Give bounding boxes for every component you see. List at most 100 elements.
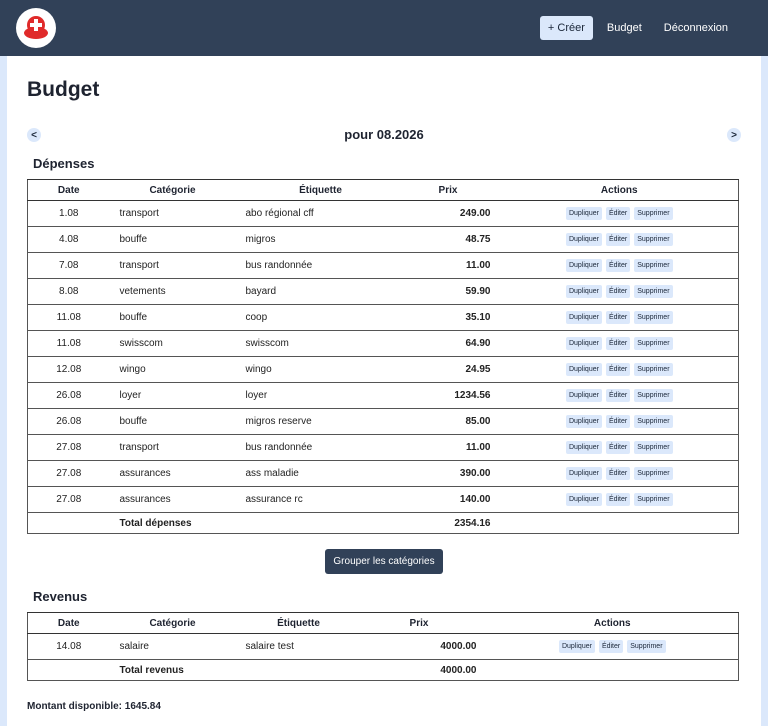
create-button[interactable]: + Créer — [539, 16, 593, 40]
edit-button[interactable]: Éditer — [605, 441, 631, 454]
delete-button[interactable]: Supprimer — [634, 415, 673, 428]
duplicate-button[interactable]: Dupliquer — [565, 207, 602, 220]
cell-price: 140.00 — [405, 486, 501, 513]
delete-button[interactable]: Supprimer — [634, 311, 673, 324]
depenses-heading: Dépenses — [33, 156, 95, 171]
duplicate-button[interactable]: Dupliquer — [565, 233, 602, 246]
col-header-price: Prix — [361, 612, 487, 634]
cell-actions: Dupliquer Éditer Supprimer — [500, 408, 739, 435]
delete-button[interactable]: Supprimer — [634, 389, 673, 402]
cell-category: wingo — [109, 356, 236, 383]
edit-button[interactable]: Éditer — [605, 233, 631, 246]
table-row: 12.08 wingo wingo 24.95 Dupliquer Éditer Suppr… — [27, 356, 739, 383]
month-navigator: < pour 08.2026 > — [27, 124, 741, 146]
delete-button[interactable]: Supprimer — [634, 337, 673, 350]
prev-month-button[interactable]: < — [27, 128, 41, 142]
edit-button[interactable]: Éditer — [605, 493, 631, 506]
edit-button[interactable]: Éditer — [605, 389, 631, 402]
cell-actions: Dupliquer Éditer Supprimer — [500, 252, 739, 279]
cell-category: vetements — [109, 278, 236, 305]
duplicate-button[interactable]: Dupliquer — [565, 259, 602, 272]
cell-price: 11.00 — [405, 252, 501, 279]
cell-label: bayard — [235, 278, 406, 305]
table-row: 8.08 vetements bayard 59.90 Dupliquer Éditer S… — [27, 278, 739, 305]
nav-link-logout[interactable]: Déconnexion — [663, 22, 728, 34]
delete-button[interactable]: Supprimer — [634, 207, 673, 220]
delete-button[interactable]: Supprimer — [634, 233, 673, 246]
cell-category: swisscom — [109, 330, 236, 357]
cell-category: transport — [109, 200, 236, 227]
cell-label: migros reserve — [235, 408, 406, 435]
cell-date: 27.08 — [27, 486, 110, 513]
duplicate-button[interactable]: Dupliquer — [565, 363, 602, 376]
cell-label: ass maladie — [235, 460, 406, 487]
cell-label: wingo — [235, 356, 406, 383]
cell-actions: Dupliquer Éditer Supprimer — [500, 330, 739, 357]
duplicate-button[interactable]: Dupliquer — [565, 467, 602, 480]
delete-button[interactable]: Supprimer — [634, 493, 673, 506]
logo-icon[interactable] — [16, 8, 56, 48]
total-value: 2354.16 — [405, 512, 501, 534]
delete-button[interactable]: Supprimer — [627, 640, 666, 653]
duplicate-button[interactable]: Dupliquer — [565, 311, 602, 324]
cell-label: salaire test — [235, 633, 362, 660]
col-header-category: Catégorie — [109, 612, 236, 634]
col-header-date: Date — [27, 179, 110, 201]
duplicate-button[interactable]: Dupliquer — [565, 285, 602, 298]
cell-date: 27.08 — [27, 434, 110, 461]
page-content: Budget < pour 08.2026 > Dépenses Date Ca… — [7, 56, 761, 726]
depenses-table: Date Catégorie Étiquette Prix Actions 1.… — [27, 179, 739, 534]
total-label: Total dépenses — [109, 512, 236, 534]
delete-button[interactable]: Supprimer — [634, 441, 673, 454]
duplicate-button[interactable]: Dupliquer — [565, 389, 602, 402]
edit-button[interactable]: Éditer — [605, 285, 631, 298]
cell-actions: Dupliquer Éditer Supprimer — [500, 460, 739, 487]
cell-price: 4000.00 — [361, 633, 487, 660]
duplicate-button[interactable]: Dupliquer — [565, 415, 602, 428]
duplicate-button[interactable]: Dupliquer — [558, 640, 595, 653]
cell-category: bouffe — [109, 226, 236, 253]
cell-price: 390.00 — [405, 460, 501, 487]
duplicate-button[interactable]: Dupliquer — [565, 337, 602, 350]
edit-button[interactable]: Éditer — [605, 337, 631, 350]
edit-button[interactable]: Éditer — [605, 363, 631, 376]
total-label: Total revenus — [109, 659, 236, 681]
cell-category: loyer — [109, 382, 236, 409]
next-month-button[interactable]: > — [727, 128, 741, 142]
col-header-date: Date — [27, 612, 110, 634]
col-header-category: Catégorie — [109, 179, 236, 201]
table-row: 27.08 transport bus randonnée 11.00 Duplique… — [27, 434, 739, 461]
edit-button[interactable]: Éditer — [605, 207, 631, 220]
delete-button[interactable]: Supprimer — [634, 259, 673, 272]
group-categories-button[interactable]: Grouper les catégories — [325, 549, 443, 574]
cell-category: salaire — [109, 633, 236, 660]
cell-date: 11.08 — [27, 304, 110, 331]
table-row: 26.08 bouffe migros reserve 85.00 Dupliquer É… — [27, 408, 739, 435]
cell-category: bouffe — [109, 408, 236, 435]
edit-button[interactable]: Éditer — [605, 467, 631, 480]
cell-label: bus randonnée — [235, 252, 406, 279]
cell-actions: Dupliquer Éditer Supprimer — [500, 486, 739, 513]
edit-button[interactable]: Éditer — [605, 415, 631, 428]
edit-button[interactable]: Éditer — [598, 640, 624, 653]
delete-button[interactable]: Supprimer — [634, 285, 673, 298]
cell-price: 64.90 — [405, 330, 501, 357]
duplicate-button[interactable]: Dupliquer — [565, 441, 602, 454]
delete-button[interactable]: Supprimer — [634, 467, 673, 480]
cell-actions: Dupliquer Éditer Supprimer — [486, 633, 739, 660]
total-row: Total dépenses 2354.16 — [27, 512, 739, 534]
edit-button[interactable]: Éditer — [605, 259, 631, 272]
edit-button[interactable]: Éditer — [605, 311, 631, 324]
delete-button[interactable]: Supprimer — [634, 363, 673, 376]
nav-link-budget[interactable]: Budget — [606, 22, 642, 34]
cell-label: coop — [235, 304, 406, 331]
cell-date: 1.08 — [27, 200, 110, 227]
total-row: Total revenus 4000.00 — [27, 659, 739, 681]
cell-label: migros — [235, 226, 406, 253]
col-header-price: Prix — [405, 179, 501, 201]
cell-price: 249.00 — [405, 200, 501, 227]
cell-category: assurances — [109, 460, 236, 487]
duplicate-button[interactable]: Dupliquer — [565, 493, 602, 506]
cell-date: 26.08 — [27, 382, 110, 409]
revenus-heading: Revenus — [33, 589, 88, 604]
